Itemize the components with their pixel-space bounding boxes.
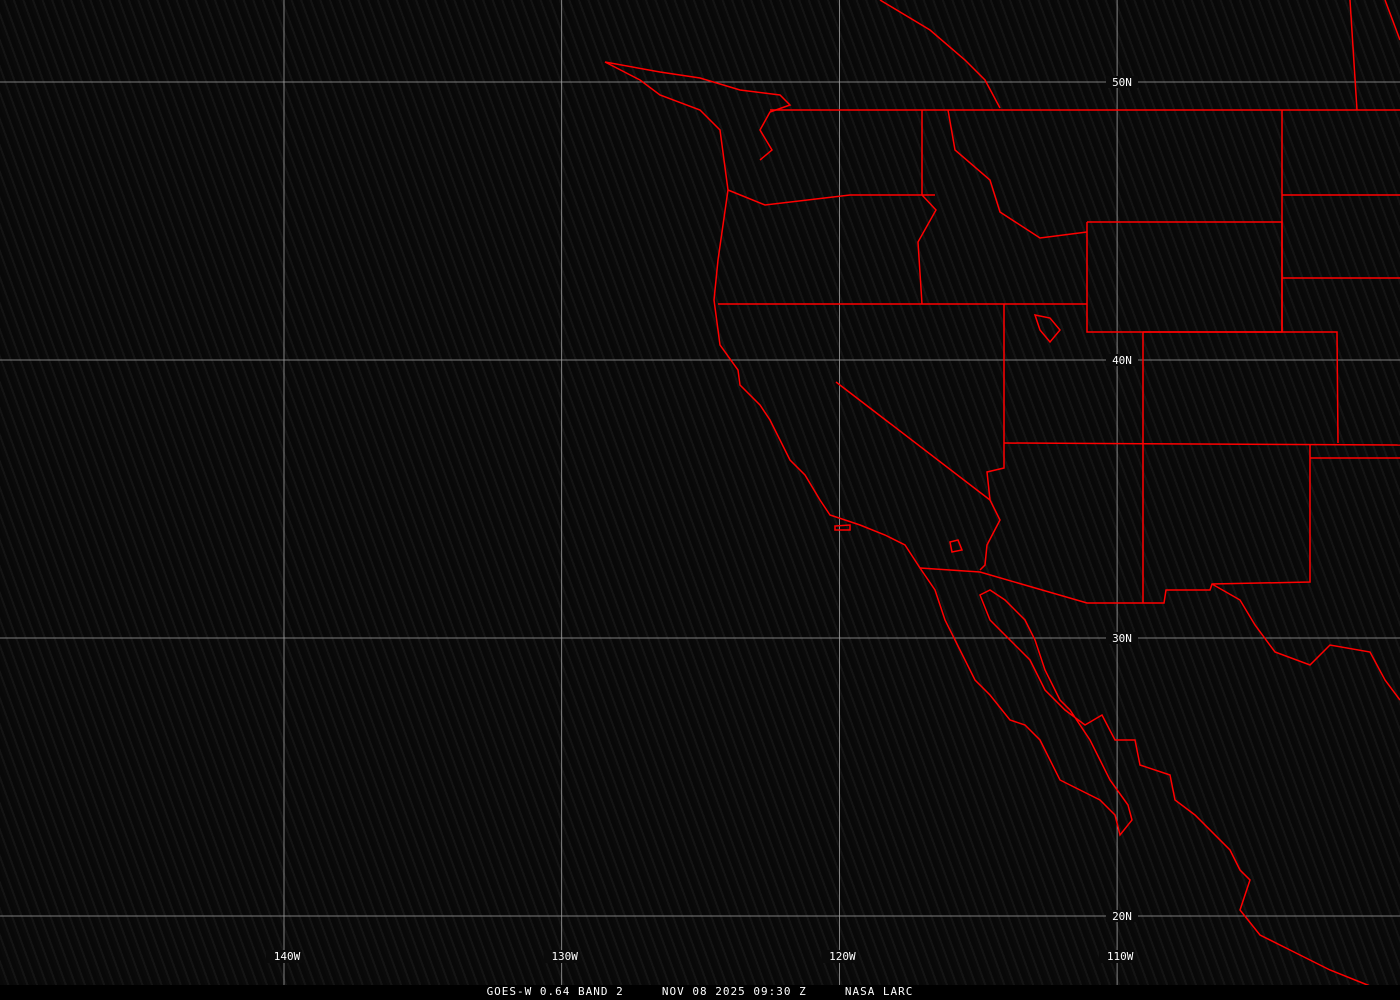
border-nevada-utah — [986, 304, 1005, 501]
latitude-label: 40N — [1112, 354, 1132, 367]
longitude-label: 120W — [829, 950, 856, 963]
border-wa-or — [727, 189, 935, 206]
border-four-corners-lat — [1003, 442, 1400, 446]
border-canada-provinces — [1349, 0, 1358, 111]
border-utah-colorado — [1143, 331, 1339, 444]
channel-islands — [834, 524, 851, 531]
latitude-label: 50N — [1112, 76, 1132, 89]
longitude-label: 130W — [551, 950, 578, 963]
border-idaho-montana — [947, 109, 1088, 239]
pacific-coastline — [604, 61, 1381, 991]
salton-sea — [949, 539, 964, 553]
border-nm-east — [919, 445, 1311, 604]
great-salt-lake — [1033, 314, 1061, 344]
border-canada-provinces-2 — [1384, 0, 1400, 41]
vancouver-island — [604, 61, 792, 161]
border-ca-nv — [835, 381, 1001, 571]
political-borders — [604, 0, 1400, 991]
latitude-label: 20N — [1112, 910, 1132, 923]
longitude-label: 110W — [1107, 950, 1134, 963]
latitude-label: 30N — [1112, 632, 1132, 645]
border-wyoming — [1086, 221, 1283, 333]
grid-labels: 50N 40N 30N 20N 140W 130W 120W 110W — [266, 76, 1138, 963]
image-caption: GOES-W 0.64 BAND 2 NOV 08 2025 09:30 Z N… — [0, 985, 1400, 1000]
border-idaho-west — [917, 110, 937, 305]
longitude-label: 140W — [274, 950, 301, 963]
bc-coastline — [879, 0, 1001, 109]
border-mexico-texas — [1211, 583, 1400, 701]
